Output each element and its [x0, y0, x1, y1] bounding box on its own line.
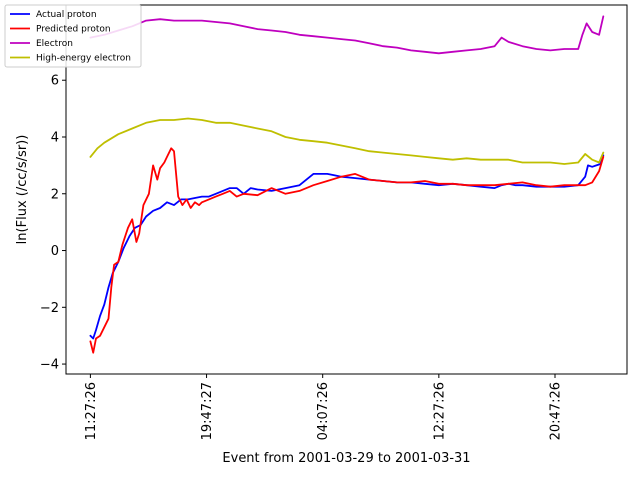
- y-tick-label: 0: [51, 244, 59, 259]
- series-line-2: [89, 15, 605, 55]
- y-tick-label: 4: [51, 130, 59, 145]
- legend-label: High-energy electron: [36, 54, 131, 64]
- x-tick-label: 19:47:27: [200, 382, 215, 440]
- x-axis-label: Event from 2001-03-29 to 2001-03-31: [222, 451, 470, 466]
- legend: Actual proton Predicted proton Electron Hig…: [4, 4, 142, 68]
- series-line-0: [89, 154, 605, 340]
- x-tick-label: 11:27:26: [84, 382, 99, 440]
- y-tick-label: 6: [51, 74, 59, 89]
- x-tick-label: 12:27:26: [432, 382, 447, 440]
- legend-label: Actual proton: [36, 10, 97, 20]
- plot-lines: [89, 15, 605, 354]
- series-line-1: [89, 147, 605, 354]
- y-axis-label: ln(Flux (/cc/s/sr)): [15, 135, 30, 245]
- legend-label: Electron: [36, 39, 73, 49]
- legend-label: Predicted proton: [36, 25, 111, 35]
- x-tick-label: 04:07:26: [316, 382, 331, 440]
- series-line-3: [89, 117, 605, 165]
- y-tick-label: 2: [51, 187, 59, 202]
- x-tick-label: 20:47:26: [548, 382, 563, 440]
- x-axis-ticks: 11:27:26 19:47:27 04:07:26 12:27:26 20:47:26: [84, 374, 563, 440]
- y-axis-ticks: −4 −2 0 2 4 6: [40, 74, 66, 373]
- legend-box: [4, 4, 142, 68]
- y-tick-label: −4: [40, 358, 59, 373]
- axes-frame: [65, 4, 628, 375]
- y-tick-label: −2: [40, 301, 59, 316]
